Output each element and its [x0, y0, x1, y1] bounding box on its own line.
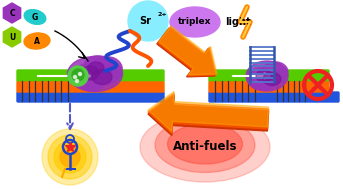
Ellipse shape	[88, 62, 104, 74]
Circle shape	[42, 129, 98, 185]
Circle shape	[73, 75, 76, 78]
Ellipse shape	[24, 33, 50, 49]
Polygon shape	[158, 27, 216, 76]
Ellipse shape	[81, 66, 99, 80]
Ellipse shape	[170, 7, 220, 37]
Ellipse shape	[155, 118, 255, 173]
Polygon shape	[3, 27, 21, 47]
Polygon shape	[3, 3, 21, 23]
Polygon shape	[148, 94, 269, 133]
Text: light: light	[225, 17, 251, 27]
Polygon shape	[148, 91, 269, 131]
Circle shape	[72, 69, 84, 81]
Polygon shape	[148, 95, 269, 136]
Ellipse shape	[248, 68, 272, 90]
Ellipse shape	[78, 71, 106, 91]
FancyBboxPatch shape	[17, 82, 164, 92]
Text: Sr: Sr	[139, 16, 151, 26]
Text: 2+: 2+	[158, 12, 168, 18]
Circle shape	[54, 141, 86, 173]
Circle shape	[75, 80, 79, 83]
Text: Anti-fuels: Anti-fuels	[173, 140, 237, 153]
Text: triplex: triplex	[178, 18, 212, 26]
Text: G: G	[32, 12, 38, 22]
Ellipse shape	[68, 57, 122, 91]
Circle shape	[60, 147, 80, 167]
Ellipse shape	[24, 10, 46, 24]
Ellipse shape	[246, 61, 288, 91]
FancyBboxPatch shape	[209, 92, 339, 102]
FancyBboxPatch shape	[17, 70, 164, 82]
Ellipse shape	[263, 73, 281, 85]
Circle shape	[79, 73, 82, 75]
FancyBboxPatch shape	[209, 82, 329, 92]
Text: U: U	[9, 33, 15, 42]
Ellipse shape	[256, 70, 272, 82]
Polygon shape	[159, 26, 217, 75]
Polygon shape	[157, 28, 215, 77]
Ellipse shape	[260, 62, 288, 84]
Ellipse shape	[73, 64, 103, 90]
Ellipse shape	[88, 57, 122, 85]
Text: A: A	[34, 36, 40, 46]
FancyBboxPatch shape	[17, 92, 164, 102]
Ellipse shape	[84, 56, 116, 78]
Ellipse shape	[140, 112, 270, 182]
Circle shape	[48, 135, 92, 179]
Text: C: C	[9, 9, 15, 18]
Circle shape	[128, 1, 168, 41]
Ellipse shape	[92, 70, 112, 84]
Ellipse shape	[167, 124, 243, 164]
Ellipse shape	[254, 74, 276, 91]
FancyBboxPatch shape	[209, 70, 329, 82]
Circle shape	[68, 66, 88, 86]
